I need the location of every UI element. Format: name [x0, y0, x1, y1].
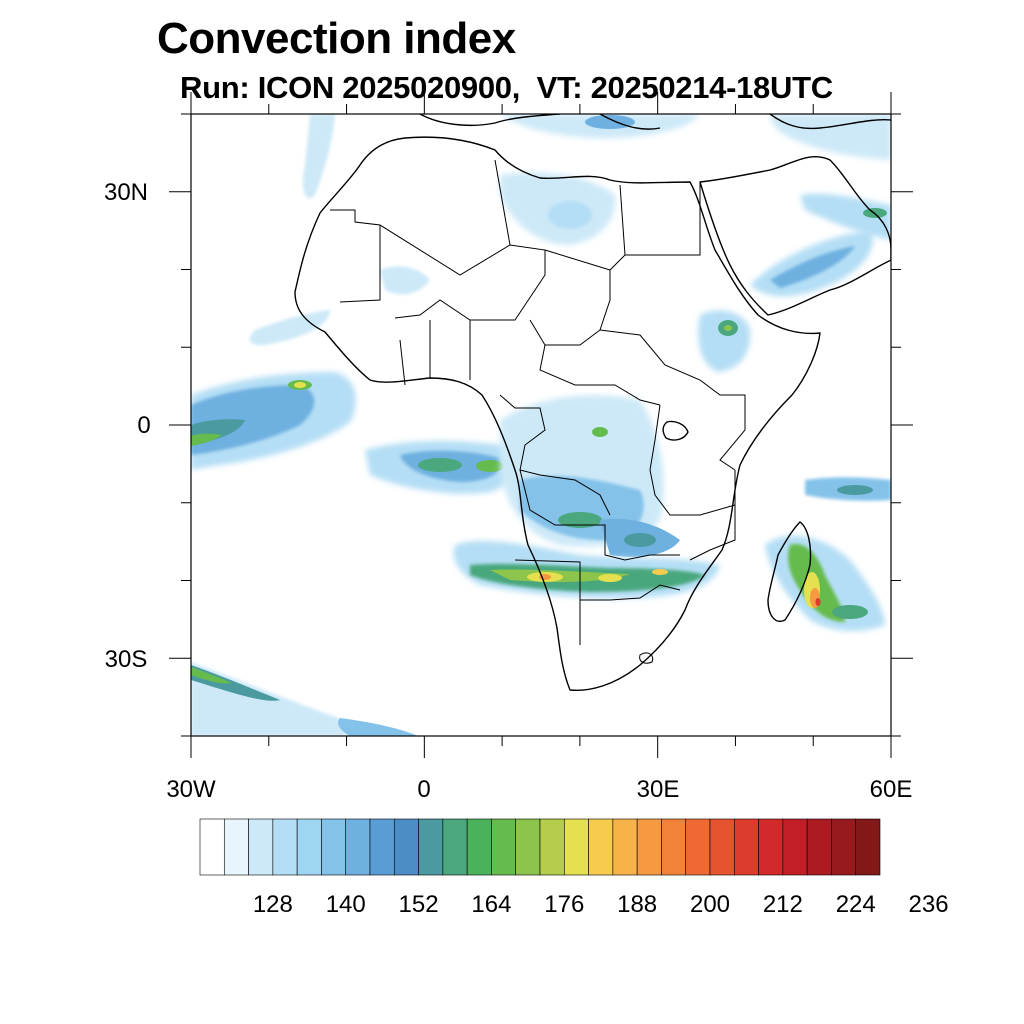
colorbar-swatch [709, 818, 735, 876]
arabia-coastline [699, 155, 891, 316]
colorbar-label: 224 [836, 891, 876, 918]
colorbar-swatch [491, 818, 517, 876]
colorbar-swatch [393, 818, 419, 876]
map-title: Convection index [157, 14, 516, 63]
x-tick-label-30e: 30E [637, 776, 680, 803]
x-tick-label-30w: 30W [166, 776, 216, 803]
colorbar-swatch [636, 818, 662, 876]
colorbar-swatch [733, 818, 759, 876]
field-southern-band [453, 540, 720, 599]
colorbar-swatch [515, 818, 541, 876]
map-subtitle: Run: ICON 2025020900, VT: 20250214-18UTC [180, 70, 833, 105]
map-axis-ticks [169, 92, 913, 758]
colorbar-swatch [831, 818, 857, 876]
field-madagascar [765, 535, 885, 632]
field-south-atlantic [191, 662, 420, 736]
colorbar-swatch [199, 818, 225, 876]
colorbar [199, 818, 881, 876]
map-plot-area [190, 113, 892, 737]
x-tick-label-60e: 60E [870, 776, 913, 803]
colorbar-swatch [782, 818, 808, 876]
x-tick-label-0: 0 [417, 776, 430, 803]
colorbar-swatch [539, 818, 565, 876]
colorbar-label: 128 [253, 891, 293, 918]
colorbar-swatch [806, 818, 832, 876]
colorbar-label: 140 [326, 891, 366, 918]
lake-victoria [662, 420, 689, 441]
field-arabia [500, 114, 891, 297]
colorbar-swatch [321, 818, 347, 876]
colorbar-label: 200 [690, 891, 730, 918]
colorbar-label: 176 [544, 891, 584, 918]
colorbar-swatch [588, 818, 614, 876]
colorbar-swatch [248, 818, 274, 876]
colorbar-swatch [855, 818, 881, 876]
colorbar-swatch [563, 818, 589, 876]
madagascar-coastline [767, 521, 812, 622]
field-mozambique-strip [805, 477, 891, 501]
field-northwest [303, 114, 430, 295]
colorbar-label: 164 [471, 891, 511, 918]
y-tick-label-30s: 30S [105, 646, 148, 673]
colorbar-swatch [369, 818, 395, 876]
country-borders [330, 159, 746, 664]
colorbar-label: 188 [617, 891, 657, 918]
colorbar-swatch [418, 818, 444, 876]
colorbar-swatch [685, 818, 711, 876]
field-ethiopia [698, 310, 751, 372]
colorbar-swatch [272, 818, 298, 876]
colorbar-label: 236 [909, 891, 949, 918]
y-tick-label-30n: 30N [104, 179, 148, 206]
colorbar-labels: 128 140 152 164 176 188 200 212 224 236 [253, 891, 949, 918]
field-gulf-of-guinea [365, 440, 513, 494]
colorbar-swatch [466, 818, 492, 876]
field-sahara [500, 172, 616, 245]
colorbar-swatch [758, 818, 784, 876]
colorbar-swatch [223, 818, 249, 876]
colorbar-label: 152 [399, 891, 439, 918]
colorbar-swatch [345, 818, 371, 876]
colorbar-swatch [661, 818, 687, 876]
europe-coastline [419, 114, 891, 130]
colorbar-swatch [296, 818, 322, 876]
colorbar-label: 212 [763, 891, 803, 918]
colorbar-swatch [442, 818, 468, 876]
y-tick-label-0: 0 [137, 412, 150, 439]
field-atlantic-itcz [191, 310, 356, 470]
colorbar-swatch [612, 818, 638, 876]
